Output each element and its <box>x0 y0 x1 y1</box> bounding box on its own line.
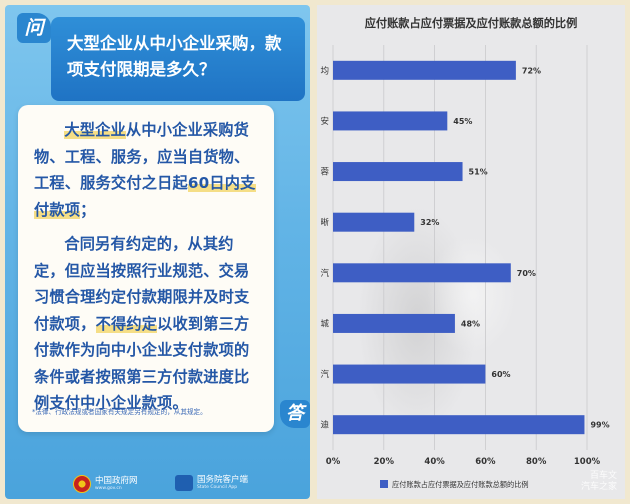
watermark-line: 汽车之家 <box>580 482 617 492</box>
legend-swatch <box>380 480 388 488</box>
data-label: 32% <box>420 218 439 227</box>
answer-text: 从中小企业采购货物、工程、服务，应当自货物、工程、服务交付之日起 <box>34 121 250 192</box>
x-tick-label: 100% <box>574 457 601 467</box>
logo-name: 国务院客户端 <box>197 475 249 485</box>
x-tick-label: 20% <box>374 457 395 467</box>
state-council-app-logo: 国务院客户端 State Council App <box>175 475 248 491</box>
x-tick-label: 0% <box>326 457 341 467</box>
category-label: 汽 <box>320 268 329 279</box>
category-label: 迪 <box>320 420 329 431</box>
x-tick-label: 60% <box>475 457 496 467</box>
policy-poster: 问 大型企业从中小企业采购，款项支付限期是多久？ 大型企业从中小企业采购货物、工… <box>5 5 310 499</box>
data-label: 45% <box>453 117 472 126</box>
logo-sub: State Council App <box>197 485 238 490</box>
watermark-line: 百车文 <box>589 471 617 481</box>
chart-title: 应付账款占应付票据及应付账款总额的比例 <box>365 16 578 30</box>
gov-site-logo: 中国政府网 www.gov.cn <box>73 475 138 493</box>
bar <box>333 263 511 283</box>
bar <box>333 60 516 80</box>
logo-row: 中国政府网 www.gov.cn 国务院客户端 State Council Ap… <box>5 473 310 497</box>
bar <box>333 212 415 232</box>
logo-name: 中国政府网 <box>95 476 138 486</box>
question-text: 大型企业从中小企业采购，款项支付限期是多久？ <box>67 34 282 79</box>
x-tick-label: 40% <box>424 457 445 467</box>
answer-badge: 答 <box>280 400 310 428</box>
bar <box>333 415 585 435</box>
question-badge: 问 <box>17 13 51 43</box>
data-label: 51% <box>469 168 488 177</box>
bar <box>333 364 486 384</box>
category-label: 均 <box>320 65 329 76</box>
category-label: 城 <box>320 319 329 329</box>
answer-text: 以收到第三方付款作为向中小企业支付款项的条件或者按照第三方付款进度比例支付中小企… <box>34 314 250 413</box>
answer-paragraph-2: 合同另有约定的，从其约定，但应当按照行业规范、交易习惯合理约定付款期限并及时支付… <box>34 231 260 417</box>
chart-panel: 应付账款占应付票据及应付账款总额的比例 0% 20% 40% 60% 80% 100% 72%… <box>317 5 625 499</box>
payables-ratio-chart: 应付账款占应付票据及应付账款总额的比例 0% 20% 40% 60% 80% 100% 72%… <box>320 16 609 489</box>
answer-text: 合同另有约定的，从其约定，但应当按照行业规范、交易习惯合理约定付款期限并及时支付… <box>34 235 250 333</box>
bar <box>333 162 463 182</box>
data-label: 70% <box>517 269 536 278</box>
highlight-not-allowed: 不得约定 <box>95 314 158 333</box>
legal-footnote: *法律、行政法规或者国家有关规定另有规定的，从其规定。 <box>32 408 207 416</box>
category-label: 蓉 <box>320 167 329 178</box>
answer-card: 大型企业从中小企业采购货物、工程、服务，应当自货物、工程、服务交付之日起60日内… <box>18 105 274 432</box>
highlight-large-enterprise: 大型企业 <box>64 121 126 139</box>
data-label: 60% <box>491 370 510 379</box>
x-tick-label: 80% <box>526 457 547 467</box>
background-figure <box>427 235 517 355</box>
category-label: 汽 <box>320 369 329 380</box>
question-box: 大型企业从中小企业采购，款项支付限期是多久？ <box>51 17 305 101</box>
data-label: 72% <box>522 66 541 75</box>
answer-paragraph-1: 大型企业从中小企业采购货物、工程、服务，应当自货物、工程、服务交付之日起60日内… <box>34 117 260 223</box>
answer-text: ； <box>80 200 96 219</box>
national-emblem-icon <box>73 475 91 493</box>
legend-label: 应付账款占应付票据及应付账款总额的比例 <box>392 480 529 489</box>
category-label: 晰 <box>320 217 329 228</box>
bar <box>333 313 455 333</box>
category-label: 安 <box>320 116 329 127</box>
app-icon <box>175 475 193 491</box>
data-label: 99% <box>590 421 609 430</box>
logo-sub: www.gov.cn <box>95 486 122 491</box>
bar <box>333 111 448 131</box>
data-label: 48% <box>461 319 480 328</box>
watermark: 百车文 汽车之家 <box>581 471 617 493</box>
